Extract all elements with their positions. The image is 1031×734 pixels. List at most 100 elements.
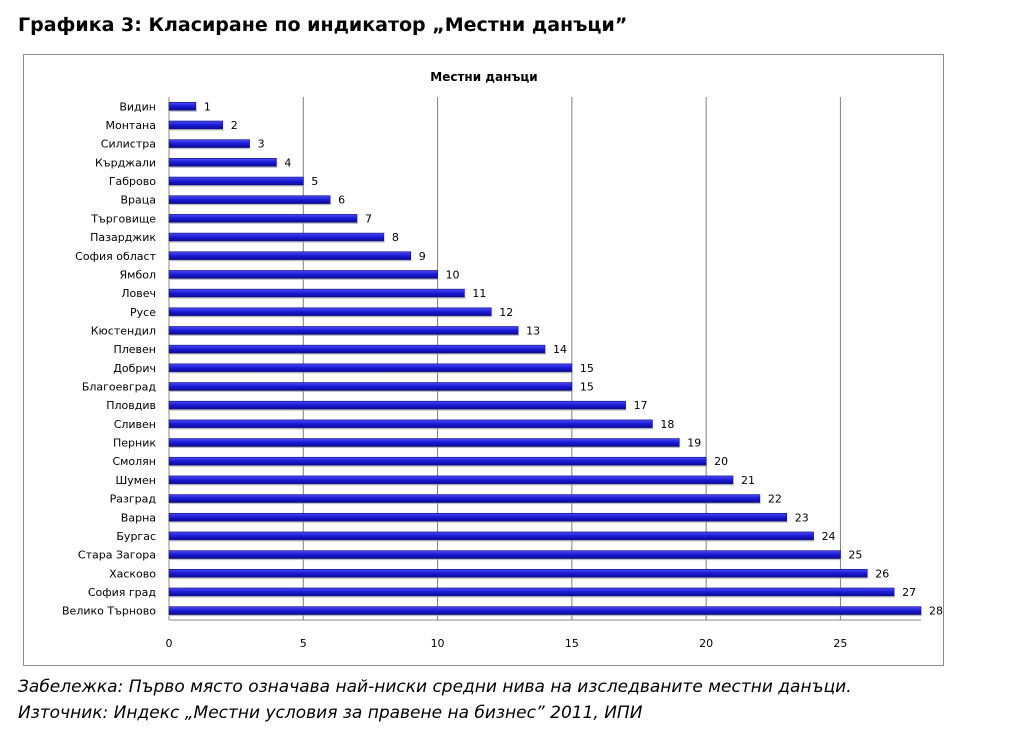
category-label: Силистра xyxy=(101,138,156,151)
bar-shadow xyxy=(170,185,305,187)
bar-shadow xyxy=(170,315,493,318)
category-label: Ловеч xyxy=(121,287,156,300)
data-label: 24 xyxy=(822,530,836,543)
bar-shadow xyxy=(170,577,869,579)
bar xyxy=(168,102,197,111)
category-label: Кюстендил xyxy=(91,324,156,337)
bars xyxy=(168,102,922,617)
bar-shadow xyxy=(170,521,788,523)
category-label: София град xyxy=(88,586,157,599)
bar xyxy=(168,569,868,578)
category-label: Варна xyxy=(121,511,156,524)
category-label: Плевен xyxy=(113,343,156,356)
category-label: Враца xyxy=(121,194,157,207)
bar-shadow xyxy=(170,558,842,561)
x-tick-label: 0 xyxy=(166,637,173,650)
category-label: Добрич xyxy=(113,362,156,375)
bar xyxy=(168,307,492,317)
bar xyxy=(168,363,573,373)
bar-shadow xyxy=(170,614,922,617)
category-label: Русе xyxy=(130,306,156,319)
data-label: 17 xyxy=(634,399,648,412)
bar-shadow xyxy=(170,502,761,505)
bar-shadow xyxy=(170,110,197,112)
data-label: 21 xyxy=(741,474,755,487)
bar xyxy=(168,270,438,279)
bar xyxy=(168,139,250,148)
bar-shadow xyxy=(170,166,278,168)
category-label: Пловдив xyxy=(106,399,156,412)
category-label: София област xyxy=(75,250,156,263)
data-label: 15 xyxy=(580,362,594,375)
bar xyxy=(168,438,680,447)
bar xyxy=(168,214,358,223)
data-label: 25 xyxy=(848,549,862,562)
bar xyxy=(168,456,707,466)
data-label: 8 xyxy=(392,231,399,244)
category-label: Благоевград xyxy=(82,381,157,394)
bar xyxy=(168,176,304,186)
data-label: 5 xyxy=(311,175,318,188)
bar xyxy=(168,419,653,429)
category-label: Пазарджик xyxy=(90,231,156,244)
chart-frame: Местни данъци Видин Монтана Силистра Кърджа… xyxy=(23,54,944,666)
data-label: 2 xyxy=(231,119,238,132)
bar-shadow xyxy=(170,129,224,131)
bar-shadow xyxy=(170,297,466,299)
bar xyxy=(168,326,519,335)
x-tick-label: 25 xyxy=(833,637,847,650)
category-label: Габрово xyxy=(109,175,156,188)
data-label: 9 xyxy=(419,250,426,263)
bar xyxy=(168,120,224,130)
bar-shadow xyxy=(170,595,896,598)
data-labels: 1234567891011121314151517181920212223242… xyxy=(204,100,943,617)
bar-shadow xyxy=(170,390,573,393)
bar-shadow xyxy=(170,446,681,449)
page-heading: Графика 3: Класиране по индикатор „Местн… xyxy=(18,14,628,36)
data-label: 13 xyxy=(526,324,540,337)
data-label: 1 xyxy=(204,100,211,113)
data-label: 12 xyxy=(499,306,513,319)
category-label: Разград xyxy=(110,493,157,506)
bar-shadow xyxy=(170,334,520,336)
bar xyxy=(168,475,734,485)
bar xyxy=(168,400,626,410)
bar-shadow xyxy=(170,259,412,262)
data-label: 10 xyxy=(446,268,460,281)
data-label: 28 xyxy=(929,605,943,618)
bar-shadow xyxy=(170,371,573,374)
source-note: Източник: Индекс „Местни условия за прав… xyxy=(18,703,643,723)
bar xyxy=(168,344,546,354)
x-tick-label: 20 xyxy=(699,637,713,650)
x-tick-label: 5 xyxy=(300,637,307,650)
bar-shadow xyxy=(170,427,654,430)
bar xyxy=(168,158,277,167)
data-label: 19 xyxy=(687,437,701,450)
data-label: 14 xyxy=(553,343,567,356)
category-label: Ямбол xyxy=(120,268,157,281)
data-label: 26 xyxy=(875,567,889,580)
bar xyxy=(168,550,841,559)
data-label: 18 xyxy=(660,418,674,431)
category-label: Видин xyxy=(119,100,156,113)
data-label: 6 xyxy=(338,194,345,207)
category-label: Сливен xyxy=(114,418,156,431)
bar xyxy=(168,382,573,391)
bar xyxy=(168,195,331,205)
x-tick-label: 10 xyxy=(431,637,445,650)
data-label: 23 xyxy=(795,511,809,524)
bar xyxy=(168,232,385,242)
data-label: 11 xyxy=(472,287,486,300)
footnote: Забележка: Първо място означава най-ниск… xyxy=(18,677,852,697)
category-label: Кърджали xyxy=(95,156,156,169)
bar-shadow xyxy=(170,278,439,280)
bar-chart: Местни данъци Видин Монтана Силистра Кърджа… xyxy=(62,70,943,650)
bar-shadow xyxy=(170,483,734,486)
chart-title: Местни данъци xyxy=(430,70,537,84)
bar-shadow xyxy=(170,241,385,243)
category-label: Смолян xyxy=(112,455,156,468)
x-axis-ticks: 0 5 10 15 20 25 xyxy=(166,637,848,650)
bar xyxy=(168,531,814,541)
data-label: 3 xyxy=(258,138,265,151)
category-label: Велико Търново xyxy=(62,605,156,618)
